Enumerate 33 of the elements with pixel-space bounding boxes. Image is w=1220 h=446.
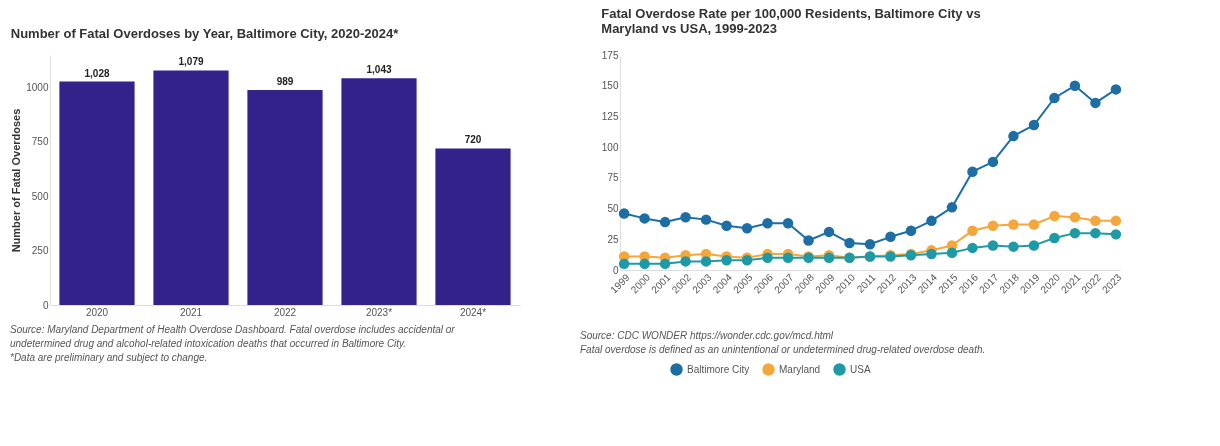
y-tick-label: 100: [601, 141, 619, 153]
text: Fatal overdose is defined as an unintentional or undetermined drug-related overdose death.: [580, 344, 986, 355]
legend-label: Maryland: [779, 363, 821, 375]
y-tick-label: 50: [607, 203, 619, 215]
y-tick-label: 25: [607, 233, 619, 245]
chart-title: Number of Fatal Overdoses by Year, Baltimore City, 2020-2024*: [10, 26, 400, 41]
x-tick-label: 2021: [179, 306, 203, 318]
y-tick-label: 0: [42, 299, 49, 311]
y-tick-label: 250: [31, 245, 49, 257]
source-note: Source: CDC WONDER https://wonder.cdc.gov/mcd.html: [580, 330, 834, 341]
y-tick-label: 1000: [26, 82, 49, 94]
y-tick-label: 75: [607, 172, 619, 184]
data-label: 720: [464, 134, 482, 146]
y-tick-label: 750: [31, 136, 49, 148]
y-axis-title: Number of Fatal Overdoses: [10, 108, 23, 253]
text: *Data are preliminary and subject to change.: [10, 352, 208, 363]
data-label: 1,043: [366, 64, 392, 76]
legend-label: USA: [850, 363, 871, 375]
x-tick-label: 2023*: [365, 306, 393, 318]
data-label: 1,079: [178, 56, 204, 68]
legend-label: Baltimore City: [687, 363, 750, 375]
x-tick-label: 2020: [85, 306, 109, 318]
y-tick-label: 125: [601, 110, 619, 122]
y-tick-label: 0: [612, 264, 619, 276]
x-tick-label: 2022: [273, 306, 297, 318]
source-note: Source: Maryland Department of Health Overdose Dashboard. Fatal overdose includes accidental or undetermined drug and alcohol-related intoxication deaths that occurred in Baltimore City.: [10, 324, 456, 349]
y-tick-label: 500: [31, 190, 49, 202]
y-tick-label: 175: [601, 49, 619, 61]
y-tick-label: 150: [601, 80, 619, 92]
data-label: 989: [276, 76, 294, 87]
x-tick-label: 2024*: [459, 306, 487, 318]
chart-title: Fatal Overdose Rate per 100,000 Residents, Baltimore City vs Maryland vs USA, 1999-2023: [601, 6, 981, 36]
data-label: 1,028: [84, 67, 110, 79]
